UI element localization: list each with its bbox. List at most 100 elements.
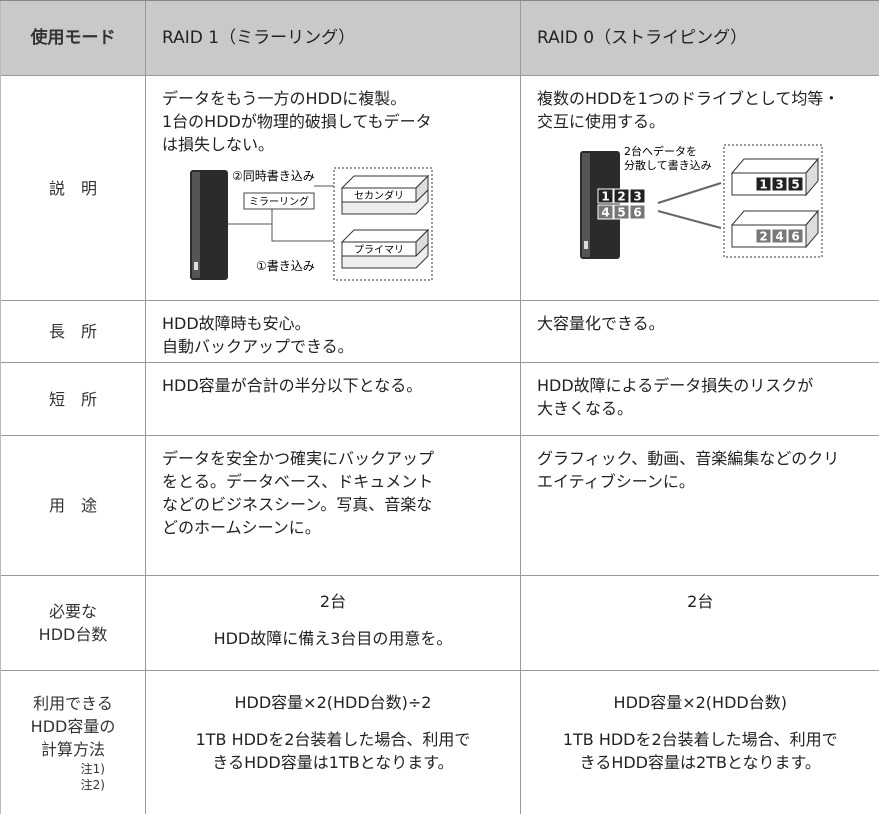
label-line: 用 途 <box>1 494 145 517</box>
cell-content: データをもう一方のHDDに複製。1台のHDDが物理的破損してもデータは損失しない… <box>146 76 520 156</box>
row-label: 短 所 <box>1 363 146 436</box>
block-label: 5 <box>617 206 625 220</box>
paragraph: 複数のHDDを1つのドライブとして均等・交互に使用する。 <box>537 87 866 133</box>
label-line: HDD台数 <box>1 623 145 646</box>
row-label: 説 明 <box>1 76 146 301</box>
cell-content: グラフィック、動画、音楽編集などのクリエイティブシーンに。 <box>521 436 879 493</box>
paragraph: HDD容量が合計の半分以下となる。 <box>162 374 506 397</box>
label-line: 注1) <box>1 761 145 777</box>
paragraph: 1TB HDDを2台装着した場合、利用できるHDD容量は2TBとなります。 <box>521 728 879 774</box>
text-line: 大きくなる。 <box>537 397 866 420</box>
block-label: 1 <box>601 190 609 204</box>
paragraph: HDD容量×2(HDD台数) <box>521 691 879 714</box>
text-line: 交互に使用する。 <box>537 110 866 133</box>
text-line: グラフィック、動画、音楽編集などのクリ <box>537 447 866 470</box>
text-line: HDD容量が合計の半分以下となる。 <box>162 374 506 397</box>
text-line: 大容量化できる。 <box>537 312 866 335</box>
block-label: 6 <box>633 206 641 220</box>
label-line: 長 所 <box>1 320 145 343</box>
table-row: 説 明データをもう一方のHDDに複製。1台のHDDが物理的破損してもデータは損失… <box>1 76 879 301</box>
paragraph: HDD故障によるデータ損失のリスクが大きくなる。 <box>537 374 866 420</box>
cell-content: HDD容量×2(HDD台数)÷2 1TB HDDを2台装着した場合、利用できるHD… <box>146 671 520 774</box>
block-label: 2 <box>759 230 767 244</box>
block-label: 4 <box>601 206 609 220</box>
table-cell: HDD容量×2(HDD台数) 1TB HDDを2台装着した場合、利用できるHDD容… <box>521 671 879 814</box>
label-line: 必要な <box>1 600 145 623</box>
header-cell: RAID 0（ストライピング） <box>521 1 879 76</box>
label-line: 注2) <box>1 777 145 793</box>
paragraph: データを安全かつ確実にバックアップをとる。データベース、ドキュメントなどのビジネ… <box>162 447 506 539</box>
text-line: きるHDD容量は2TBとなります。 <box>521 751 879 774</box>
block-label: 3 <box>633 190 641 204</box>
label: ①書き込み <box>256 259 315 273</box>
text-line: データをもう一方のHDDに複製。 <box>162 87 506 110</box>
block-label: 1 <box>759 178 767 192</box>
text-line: などのビジネスシーン。写真、音楽な <box>162 493 506 516</box>
text-line: HDD容量×2(HDD台数)÷2 <box>146 691 520 714</box>
cell-content: 複数のHDDを1つのドライブとして均等・交互に使用する。 <box>521 76 879 133</box>
text-line: は損失しない。 <box>162 133 506 156</box>
text-line: HDD容量×2(HDD台数) <box>521 691 879 714</box>
label: 分散して書き込み <box>624 158 712 172</box>
cell-content: HDD容量×2(HDD台数) 1TB HDDを2台装着した場合、利用できるHDD容… <box>521 671 879 774</box>
text-line: データを安全かつ確実にバックアップ <box>162 447 506 470</box>
header-cell: 使用モード <box>1 1 146 76</box>
label-line: 計算方法 <box>1 738 145 761</box>
paragraph: グラフィック、動画、音楽編集などのクリエイティブシーンに。 <box>537 447 866 493</box>
table-row: 短 所 HDD容量が合計の半分以下となる。 HDD故障によるデータ損失のリスクが大き… <box>1 363 879 436</box>
text-line: HDD故障時も安心。 <box>162 312 506 335</box>
paragraph: 2台 <box>521 590 879 613</box>
table-cell: HDD故障時も安心。自動バックアップできる。 <box>146 301 521 363</box>
table-cell: HDD容量×2(HDD台数)÷2 1TB HDDを2台装着した場合、利用できるHD… <box>146 671 521 814</box>
block-label: 2 <box>617 190 625 204</box>
raid1-figure: ②同時書き込み ミラーリング ①書き込み セカンダリ プライマリ <box>186 166 436 286</box>
block-label: 5 <box>791 178 799 192</box>
text-line: 複数のHDDを1つのドライブとして均等・ <box>537 87 866 110</box>
row-label: 用 途 <box>1 436 146 576</box>
text-line: 1台のHDDが物理的破損してもデータ <box>162 110 506 133</box>
paragraph: HDD故障時も安心。自動バックアップできる。 <box>162 312 506 358</box>
label: ②同時書き込み <box>232 169 315 183</box>
paragraph: 2台 <box>146 590 520 613</box>
block-label: 6 <box>791 230 799 244</box>
text-line: きるHDD容量は1TBとなります。 <box>146 751 520 774</box>
paragraph: 大容量化できる。 <box>537 312 866 335</box>
block-label: 3 <box>775 178 783 192</box>
label: 2台へデータを <box>624 144 697 158</box>
text-line: エイティブシーンに。 <box>537 470 866 493</box>
table-row: 用 途データを安全かつ確実にバックアップをとる。データベース、ドキュメントなどの… <box>1 436 879 576</box>
text-line: 2台 <box>521 590 879 613</box>
paragraph: データをもう一方のHDDに複製。1台のHDDが物理的破損してもデータは損失しない… <box>162 87 506 156</box>
label-line: HDD容量の <box>1 715 145 738</box>
paragraph: HDD故障に備え3台目の用意を。 <box>146 627 520 650</box>
paragraph: HDD容量×2(HDD台数)÷2 <box>146 691 520 714</box>
cell-content: HDD故障時も安心。自動バックアップできる。 <box>146 301 520 358</box>
table-cell: データを安全かつ確実にバックアップをとる。データベース、ドキュメントなどのビジネ… <box>146 436 521 576</box>
raid1-diagram: ②同時書き込み ミラーリング ①書き込み セカンダリ プライマリ <box>146 166 520 292</box>
paragraph: 1TB HDDを2台装着した場合、利用できるHDD容量は1TBとなります。 <box>146 728 520 774</box>
table-cell: データをもう一方のHDDに複製。1台のHDDが物理的破損してもデータは損失しない… <box>146 76 521 301</box>
cell-content: 2台 HDD故障に備え3台目の用意を。 <box>146 576 520 650</box>
block-label: 4 <box>775 230 783 244</box>
cell-content: データを安全かつ確実にバックアップをとる。データベース、ドキュメントなどのビジネ… <box>146 436 520 539</box>
text-line: HDD故障に備え3台目の用意を。 <box>146 627 520 650</box>
table-cell: HDD容量が合計の半分以下となる。 <box>146 363 521 436</box>
table-cell: 2台 HDD故障に備え3台目の用意を。 <box>146 576 521 671</box>
text-line: 1TB HDDを2台装着した場合、利用で <box>146 728 520 751</box>
row-label: 長 所 <box>1 301 146 363</box>
table-row: 長 所 HDD故障時も安心。自動バックアップできる。 大容量化できる。 <box>1 301 879 363</box>
text-line: HDD故障によるデータ損失のリスクが <box>537 374 866 397</box>
header-cell: RAID 1（ミラーリング） <box>146 1 521 76</box>
cell-content: HDD容量が合計の半分以下となる。 <box>146 363 520 397</box>
label: プライマリ <box>354 244 404 256</box>
text-line: 1TB HDDを2台装着した場合、利用で <box>521 728 879 751</box>
